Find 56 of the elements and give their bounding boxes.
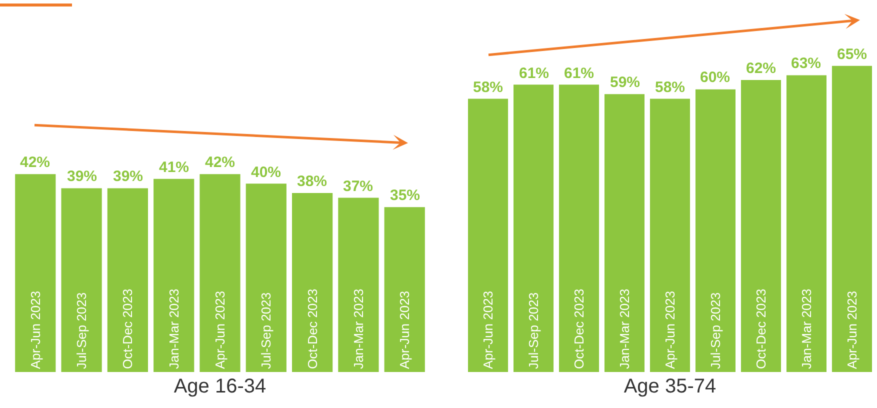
- data-label: 42%: [205, 154, 236, 171]
- x-tick-label: Jul-Sep 2023: [74, 292, 90, 369]
- bar: [107, 188, 148, 372]
- bar: [384, 207, 425, 372]
- data-label: 62%: [746, 60, 776, 77]
- data-label: 40%: [251, 164, 282, 181]
- data-label: 61%: [564, 65, 594, 82]
- x-tick-label: Apr-Jun 2023: [28, 290, 43, 369]
- x-tick-label: Jan-Mar 2023: [617, 288, 632, 369]
- data-label: 61%: [519, 65, 550, 82]
- bar: [832, 66, 872, 372]
- data-label: 59%: [610, 74, 640, 91]
- x-tick-label: Jan-Mar 2023: [350, 288, 366, 369]
- bar: [468, 98, 508, 372]
- x-tick-label: Apr-Jun 2023: [212, 290, 228, 369]
- x-tick-label: Apr-Jun 2023: [397, 290, 412, 369]
- bar: [61, 188, 102, 372]
- bar: [292, 193, 333, 372]
- x-tick-label: Jul-Sep 2023: [258, 292, 274, 369]
- bar: [514, 84, 554, 372]
- data-label: 60%: [700, 69, 730, 86]
- bar: [558, 84, 600, 372]
- data-label: 58%: [473, 79, 504, 96]
- x-tick-label: Jul-Sep 2023: [708, 292, 723, 369]
- bar: [15, 174, 56, 372]
- x-tick-label: Oct-Dec 2023: [572, 288, 587, 369]
- x-axis-title: Age 35-74: [624, 376, 716, 398]
- data-label: 42%: [20, 154, 50, 171]
- data-label: 35%: [390, 187, 420, 204]
- x-tick-label: Jan-Mar 2023: [166, 288, 182, 369]
- x-tick-label: Apr-Jun 2023: [662, 290, 678, 369]
- x-tick-label: Oct-Dec 2023: [304, 288, 320, 369]
- x-tick-label: Apr-Jun 2023: [844, 290, 860, 369]
- data-label: 39%: [113, 168, 144, 185]
- data-label: 37%: [343, 178, 374, 195]
- bar: [695, 89, 736, 372]
- x-tick-label: Jul-Sep 2023: [526, 292, 542, 369]
- data-label: 65%: [837, 46, 868, 63]
- bar: [650, 98, 690, 372]
- data-label: 39%: [67, 168, 98, 185]
- x-tick-label: Oct-Dec 2023: [753, 288, 768, 369]
- data-label: 38%: [297, 173, 328, 190]
- bar: [154, 178, 194, 372]
- bar: [200, 174, 240, 372]
- bar: [786, 75, 826, 372]
- bar: [246, 184, 286, 372]
- x-axis-title: Age 16-34: [174, 376, 266, 398]
- bar: [604, 94, 645, 372]
- x-tick-label: Apr-Jun 2023: [480, 290, 496, 369]
- data-label: 63%: [791, 55, 822, 72]
- data-label: 58%: [655, 79, 686, 96]
- x-tick-label: Oct-Dec 2023: [120, 288, 136, 369]
- bar: [740, 80, 782, 372]
- data-label: 41%: [159, 159, 190, 176]
- bar: [338, 198, 379, 372]
- x-tick-label: Jan-Mar 2023: [798, 288, 814, 369]
